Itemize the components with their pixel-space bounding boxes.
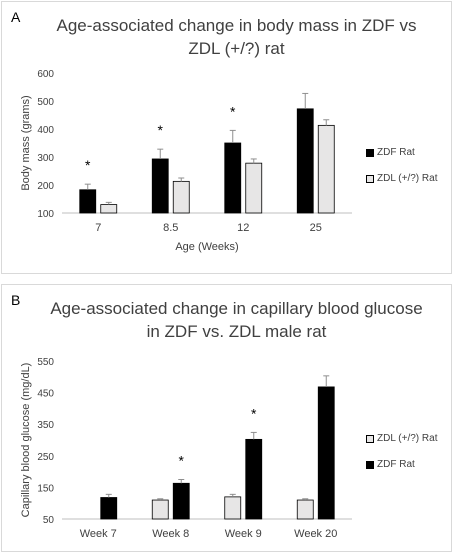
chart-a-bar bbox=[317, 124, 335, 214]
chart-a-title-line-1: Age-associated change in body mass in ZD… bbox=[56, 16, 417, 35]
chart-a-title-line-2: ZDL (+/?) rat bbox=[188, 39, 285, 58]
chart-panel-b: B Age-associated change in capillary blo… bbox=[1, 284, 452, 552]
chart-a-significance-star: * bbox=[230, 103, 236, 119]
chart-a-bar bbox=[79, 189, 97, 214]
chart-b-title-line-2: in ZDF vs. ZDL male rat bbox=[146, 322, 327, 341]
chart-b-xtick-label: Week 20 bbox=[294, 528, 337, 540]
panel-label-b: B bbox=[11, 292, 21, 308]
chart-a-xtick-label: 25 bbox=[310, 222, 322, 234]
chart-a-ytick-label: 300 bbox=[37, 153, 54, 164]
chart-a-significance-star: * bbox=[85, 157, 91, 173]
chart-a-legend-label: ZDL (+/?) Rat bbox=[377, 173, 438, 184]
chart-b-bar bbox=[245, 438, 263, 520]
chart-a-ytick-label: 200 bbox=[37, 181, 54, 192]
chart-a-bar bbox=[172, 180, 190, 214]
chart-a-bar bbox=[100, 204, 118, 214]
chart-b-legend-label: ZDL (+/?) Rat bbox=[377, 433, 438, 444]
chart-a-xtick-label: 7 bbox=[95, 222, 101, 234]
chart-b-legend-item: ZDF Rat bbox=[366, 459, 415, 470]
chart-b-legend-swatch bbox=[366, 434, 374, 443]
chart-b-bar bbox=[172, 482, 190, 520]
chart-b-plot: 50 150 250 350 450 550 Week 7 Week 8 Week 9 Week … bbox=[20, 357, 352, 540]
chart-a-xtick-label: 8.5 bbox=[163, 222, 178, 234]
chart-a-significance-star: * bbox=[158, 122, 164, 138]
chart-b-ytick-label: 150 bbox=[37, 483, 54, 494]
chart-a-legend-label: ZDF Rat bbox=[377, 147, 415, 158]
chart-b-ytick-label: 250 bbox=[37, 452, 54, 463]
chart-a-ytick-label: 600 bbox=[37, 69, 54, 80]
chart-b-xtick-label: Week 9 bbox=[225, 528, 262, 540]
chart-a-ytick-label: 500 bbox=[37, 97, 54, 108]
chart-a-bar bbox=[245, 162, 263, 214]
chart-b-title-line-1: Age-associated change in capillary blood… bbox=[50, 299, 423, 318]
chart-a-xtick-label: 12 bbox=[237, 222, 249, 234]
chart-a-legend-swatch bbox=[366, 148, 374, 157]
chart-b-significance-star: * bbox=[251, 405, 257, 421]
chart-b-y-axis-label: Capillary blood glucose (mg/dL) bbox=[20, 363, 32, 518]
chart-b-legend-item: ZDL (+/?) Rat bbox=[366, 433, 437, 444]
chart-a-bar bbox=[224, 142, 242, 214]
chart-a-title: Age-associated change in body mass in ZD… bbox=[32, 14, 441, 60]
chart-a-y-axis-label: Body mass (grams) bbox=[20, 95, 32, 190]
chart-a-legend-item: ZDL (+/?) Rat bbox=[366, 173, 437, 184]
chart-b-bar bbox=[224, 496, 242, 520]
chart-b-title: Age-associated change in capillary blood… bbox=[32, 297, 441, 343]
chart-b-bar bbox=[296, 499, 314, 520]
chart-a-bar bbox=[151, 158, 169, 214]
chart-b-bar bbox=[100, 497, 118, 520]
chart-panel-a: A Age-associated change in body mass in … bbox=[1, 1, 452, 274]
chart-a-x-axis-label: Age (Weeks) bbox=[175, 241, 238, 253]
chart-a-bar bbox=[296, 108, 314, 214]
chart-a-legend-item: ZDF Rat bbox=[366, 147, 415, 158]
chart-b-significance-star: * bbox=[179, 453, 185, 469]
chart-a-ytick-label: 100 bbox=[37, 209, 54, 220]
chart-a-ytick-label: 400 bbox=[37, 125, 54, 136]
chart-b-bar bbox=[151, 499, 169, 520]
chart-b-ytick-label: 50 bbox=[43, 515, 55, 526]
chart-b-ytick-label: 450 bbox=[37, 389, 54, 400]
chart-b-bar bbox=[317, 386, 335, 520]
chart-b-ytick-label: 350 bbox=[37, 420, 54, 431]
chart-b-xtick-label: Week 7 bbox=[80, 528, 117, 540]
panel-label-a: A bbox=[11, 9, 21, 25]
chart-b-ytick-label: 550 bbox=[37, 357, 54, 368]
chart-b-legend-label: ZDF Rat bbox=[377, 459, 415, 470]
chart-a-plot: 100 200 300 400 500 600 7 8.5 12 25 * * * Body mass (… bbox=[20, 69, 352, 253]
chart-b-xtick-label: Week 8 bbox=[152, 528, 189, 540]
chart-b-legend-swatch bbox=[366, 460, 374, 469]
chart-a-legend-swatch bbox=[366, 174, 374, 183]
